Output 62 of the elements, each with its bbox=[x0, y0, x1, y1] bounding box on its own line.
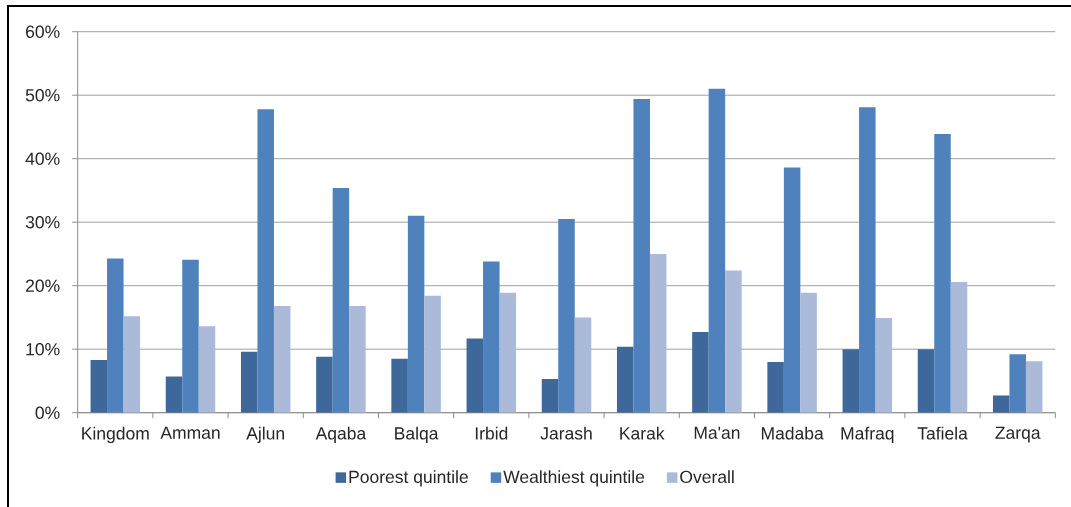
bar bbox=[424, 295, 441, 413]
bar bbox=[917, 349, 935, 413]
bar bbox=[90, 360, 108, 413]
bar bbox=[123, 316, 141, 413]
bar bbox=[725, 270, 742, 413]
y-tick-label: 60% bbox=[26, 25, 60, 38]
bar bbox=[859, 107, 876, 413]
bar bbox=[316, 356, 333, 413]
bar bbox=[499, 292, 517, 413]
x-tick-label: Aqaba bbox=[315, 426, 367, 444]
legend-label: Overall bbox=[680, 470, 734, 484]
bar bbox=[332, 187, 350, 413]
x-tick-label: Ajlun bbox=[246, 426, 285, 444]
bar bbox=[800, 292, 817, 413]
bar bbox=[240, 351, 258, 413]
y-tick-label: 30% bbox=[25, 216, 60, 229]
bar bbox=[257, 109, 274, 413]
x-tick-label: Balqa bbox=[395, 426, 439, 444]
x-tick-label: Irbid bbox=[475, 426, 508, 440]
bar bbox=[616, 346, 634, 413]
bar bbox=[407, 215, 425, 413]
legend-label: Wealthiest quintile bbox=[503, 470, 645, 487]
x-tick-label: Karak bbox=[620, 426, 665, 440]
bar bbox=[633, 99, 650, 413]
bar bbox=[349, 306, 366, 413]
bar bbox=[483, 261, 500, 413]
bar bbox=[165, 376, 183, 413]
bar bbox=[391, 358, 408, 413]
bar bbox=[107, 258, 124, 413]
bar bbox=[934, 133, 951, 413]
bar bbox=[1025, 361, 1043, 413]
y-tick-label: 40% bbox=[25, 152, 60, 165]
x-tick-label: Ma'an bbox=[694, 426, 740, 439]
bar bbox=[783, 167, 801, 413]
bar bbox=[842, 349, 860, 413]
bar bbox=[708, 88, 726, 413]
x-tick-label: Amman bbox=[160, 426, 220, 439]
x-tick-label: Jarash bbox=[540, 426, 592, 440]
x-tick-label: Zarqa bbox=[995, 426, 1041, 443]
bar bbox=[273, 306, 291, 413]
y-tick-label: 50% bbox=[25, 89, 60, 102]
y-tick-label: 10% bbox=[26, 343, 60, 356]
bar bbox=[198, 326, 216, 413]
bar bbox=[466, 338, 484, 413]
x-tick-label: Mafraq bbox=[841, 426, 894, 444]
y-tick-label: 20% bbox=[26, 279, 60, 292]
bar bbox=[692, 332, 709, 413]
bar bbox=[1009, 354, 1026, 413]
x-tick-label: Madaba bbox=[761, 426, 824, 440]
bar bbox=[541, 379, 559, 413]
bar bbox=[558, 219, 575, 413]
bar bbox=[875, 318, 893, 413]
bar bbox=[182, 259, 199, 413]
y-tick-label: 0% bbox=[35, 406, 60, 419]
x-tick-label: Kingdom bbox=[82, 426, 149, 444]
bar bbox=[767, 361, 784, 413]
x-tick-label: Tafiela bbox=[917, 426, 968, 440]
bar bbox=[649, 253, 667, 413]
bar bbox=[992, 395, 1010, 413]
bar bbox=[574, 317, 592, 413]
bar bbox=[950, 281, 968, 413]
legend-label: Poorest quintile bbox=[349, 470, 468, 487]
